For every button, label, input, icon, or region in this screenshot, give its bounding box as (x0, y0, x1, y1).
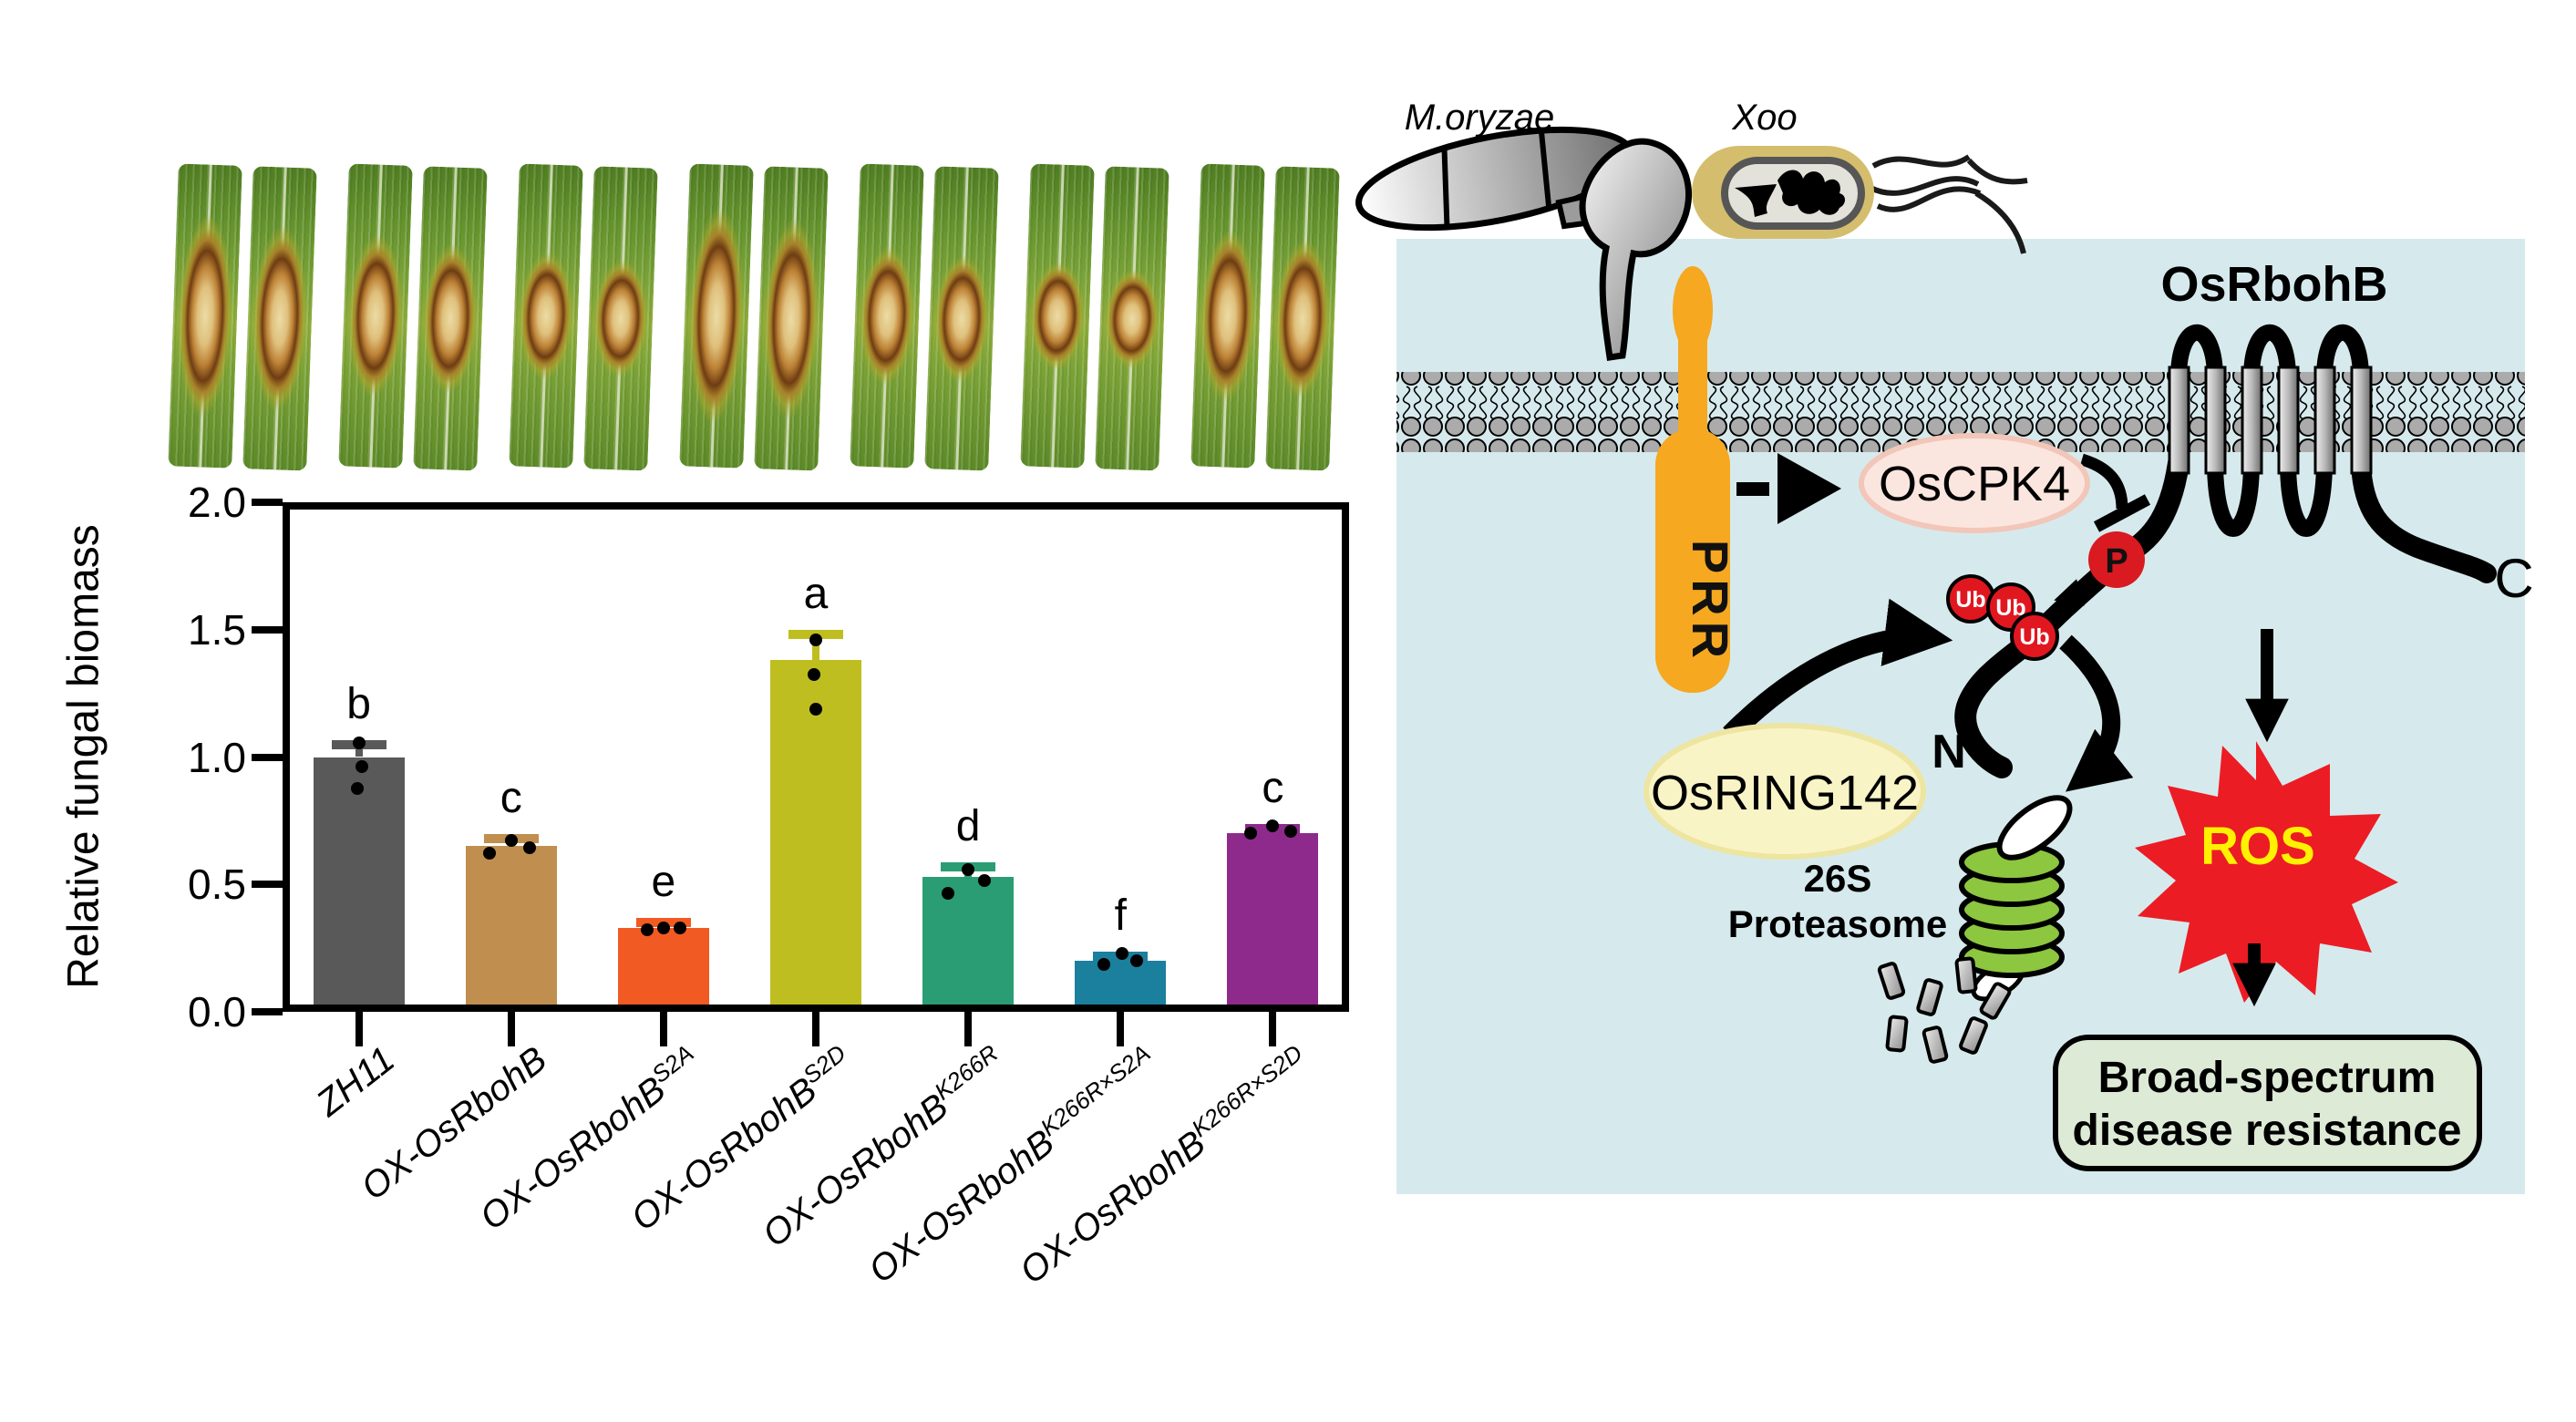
bar-5 (922, 876, 1015, 1005)
data-point (1266, 819, 1280, 833)
outcome-label-line1: Broad-spectrum (2098, 1054, 2437, 1102)
prr-receptor: PRR (1655, 266, 1739, 693)
y-axis-tick-label: 2.0 (188, 479, 246, 526)
ros-burst: ROS (2135, 741, 2398, 1003)
significance-letter: e (651, 858, 676, 907)
fungal-biomass-bar-chart: Relative fungal biomass 0.0 0.5 1.0 1.5 2.0 b… (59, 479, 1349, 1292)
genotype-superscript: K266R×S2D (1186, 1039, 1308, 1143)
y-axis-tick-label: 1.5 (188, 605, 246, 654)
data-point (656, 921, 670, 934)
ubiquitin-chain: Ub Ub Ub (1946, 574, 2059, 661)
degraded-fragments-icon (1877, 956, 2012, 1064)
n-terminus-label: N (1932, 726, 1966, 778)
significance-letter: c (1262, 763, 1284, 812)
x-axis-tick (659, 1012, 667, 1046)
proteasome-label-26s: 26S (1804, 857, 1872, 900)
data-point (808, 668, 820, 682)
tail-to-proteasome-arrow-icon (2059, 634, 2134, 792)
y-axis-tick-label: 0.5 (188, 860, 246, 909)
data-point (962, 862, 975, 876)
data-point (673, 921, 686, 934)
osrbohb-label: OsRbohB (2161, 257, 2388, 312)
ub-label: Ub (2019, 624, 2049, 650)
y-axis-tick-label: 0.0 (188, 988, 246, 1036)
proteasome-icon (1959, 795, 2073, 1002)
ub-label: Ub (1955, 587, 1985, 613)
data-point (978, 873, 992, 887)
significance-letter: b (346, 679, 371, 728)
oscpk4-bubble (1859, 433, 2090, 533)
osrbohb-c-terminal-tail (2351, 453, 2497, 583)
data-point (1097, 958, 1111, 972)
data-point (1284, 825, 1298, 839)
error-bar (812, 634, 819, 661)
genotype-superscript: K266R (929, 1039, 1004, 1106)
error-bar (355, 744, 363, 757)
data-point (1116, 947, 1129, 961)
signalling-pathway-diagram: M.oryzae Xoo PRR (1355, 98, 2534, 1194)
osring142-to-ub-arrow-icon (1723, 598, 1953, 742)
data-point (482, 847, 496, 860)
osring142-bubble (1643, 723, 1926, 860)
genotype-superscript: K266R×S2A (1035, 1039, 1156, 1142)
bar-6 (1075, 961, 1167, 1005)
data-point (522, 841, 536, 855)
ros-label: ROS (2200, 817, 2315, 876)
plot-area-frame (283, 502, 1349, 1012)
bar-7 (1227, 833, 1319, 1005)
xoo-flagella-icon (1869, 154, 2028, 254)
y-axis-title: Relative fungal biomass (59, 524, 108, 989)
data-point (350, 781, 364, 795)
bar-3 (617, 927, 709, 1005)
genotype-name: ZH11 (308, 1039, 402, 1125)
proteasome-label-text: Proteasome (1728, 902, 1947, 945)
y-axis-tick (252, 881, 283, 889)
prr-label: PRR (1682, 540, 1739, 664)
phospho-to-ub-arrow-icon (2054, 579, 2100, 606)
cpk4-to-rbohb-tbar-icon (2079, 453, 2151, 532)
significance-letter: d (955, 801, 981, 850)
m-oryzae-label: M.oryzae (1405, 98, 1555, 138)
x-axis-tick (1117, 1012, 1125, 1046)
phosphate-badge: P (2088, 531, 2145, 588)
y-axis-tick (252, 625, 283, 634)
phosphate-label: P (2105, 542, 2128, 581)
y-axis-tick (252, 753, 283, 761)
prr-to-cpk4-arrow-icon (1736, 453, 1841, 524)
x-axis-tick (355, 1012, 363, 1046)
data-point (1130, 954, 1144, 968)
osrbohb-tm-helices (2168, 366, 2373, 475)
data-point (504, 834, 518, 848)
m-oryzae-spore-icon (1355, 126, 1693, 361)
x-axis-tick (507, 1012, 515, 1046)
y-axis-tick (252, 1008, 283, 1015)
outcome-label-line2: disease resistance (2073, 1107, 2462, 1155)
bar-4 (770, 660, 861, 1005)
data-point (1244, 827, 1258, 840)
data-point (942, 886, 955, 900)
oscpk4-label: OsCPK4 (1879, 457, 2070, 511)
osring142-label: OsRING142 (1651, 766, 1919, 820)
data-point (809, 703, 822, 716)
bar-1 (313, 757, 405, 1005)
significance-letter: f (1114, 891, 1127, 940)
bar-2 (465, 846, 557, 1005)
x-axis-tick (1269, 1012, 1277, 1046)
c-terminus-label: C (2494, 548, 2533, 609)
data-point (355, 759, 368, 773)
y-axis-tick-label: 1.0 (188, 733, 246, 781)
significance-letter: a (803, 570, 829, 619)
xoo-label: Xoo (1731, 98, 1797, 138)
y-axis-tick (252, 499, 283, 506)
xoo-bacterium-icon (1692, 146, 2028, 254)
x-axis-tick (812, 1012, 819, 1046)
x-axis-tick (964, 1012, 973, 1046)
significance-letter: c (500, 773, 522, 822)
graphical-abstract-figure: Relative fungal biomass 0.0 0.5 1.0 1.5 2.0 b… (0, 0, 2576, 1262)
outcome-box: Broad-spectrum disease resistance (2053, 1035, 2482, 1171)
data-point (640, 922, 654, 936)
data-point (809, 634, 822, 647)
data-point (352, 736, 366, 749)
